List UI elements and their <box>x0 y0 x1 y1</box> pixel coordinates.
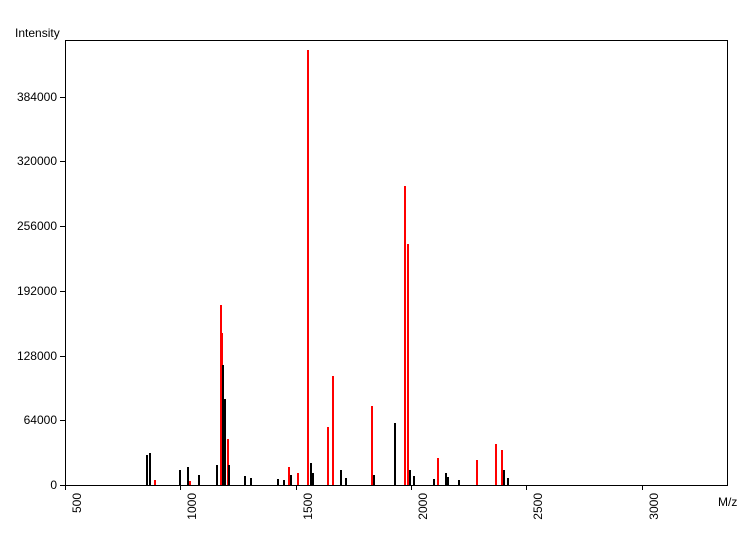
spectrum-peak <box>371 406 373 485</box>
spectrum-peak <box>437 458 439 485</box>
y-tick-label: 320000 <box>17 154 57 168</box>
spectrum-peak <box>503 470 505 485</box>
spectrum-peak <box>407 244 409 485</box>
spectrum-peak <box>250 478 252 485</box>
plot-area <box>65 40 727 485</box>
spectrum-peak <box>307 50 309 485</box>
spectrum-peak <box>327 427 329 485</box>
spectrum-peak <box>373 475 375 485</box>
y-axis-title: Intensity <box>15 26 60 40</box>
x-tick-label: 2500 <box>531 493 545 533</box>
x-tick-label: 1500 <box>301 493 315 533</box>
spectrum-peak <box>409 470 411 485</box>
spectrum-peak <box>476 460 478 485</box>
spectrum-peak <box>154 480 156 485</box>
x-tick-label: 500 <box>70 493 84 533</box>
spectrum-peak <box>149 453 151 485</box>
y-tick-label: 64000 <box>24 413 57 427</box>
spectrum-peak <box>332 376 334 485</box>
spectrum-peak <box>413 476 415 485</box>
spectrum-peak <box>179 470 181 485</box>
spectrum-peak <box>340 470 342 485</box>
spectrum-peak <box>283 480 285 485</box>
mass-spectrum-chart: Intensity M/z 0 64000 128000 192000 256000 32… <box>0 0 750 540</box>
spectrum-peak <box>244 476 246 485</box>
spectrum-peak <box>228 465 230 485</box>
spectrum-peak <box>198 475 200 485</box>
y-tick-label: 128000 <box>17 349 57 363</box>
y-tick-label: 192000 <box>17 284 57 298</box>
spectrum-peak <box>312 473 314 485</box>
spectrum-peak <box>447 477 449 485</box>
spectrum-peak <box>394 423 396 485</box>
spectrum-peak <box>345 478 347 485</box>
spectrum-peak <box>433 479 435 485</box>
spectrum-peak <box>290 475 292 485</box>
spectrum-peak <box>146 455 148 485</box>
y-tick-label: 0 <box>50 478 57 492</box>
spectrum-peak <box>507 478 509 485</box>
x-tick-label: 3000 <box>647 493 661 533</box>
spectrum-peak <box>495 444 497 485</box>
spectrum-peak <box>224 399 226 485</box>
spectrum-peak <box>277 479 279 485</box>
y-tick-label: 256000 <box>17 219 57 233</box>
spectrum-peak <box>216 465 218 485</box>
spectrum-peak <box>297 473 299 485</box>
x-tick-label: 2000 <box>416 493 430 533</box>
spectrum-peak <box>458 480 460 485</box>
x-axis-title: M/z <box>718 495 737 509</box>
x-tick-label: 1000 <box>185 493 199 533</box>
spectrum-peak <box>187 467 189 485</box>
y-tick-label: 384000 <box>17 90 57 104</box>
